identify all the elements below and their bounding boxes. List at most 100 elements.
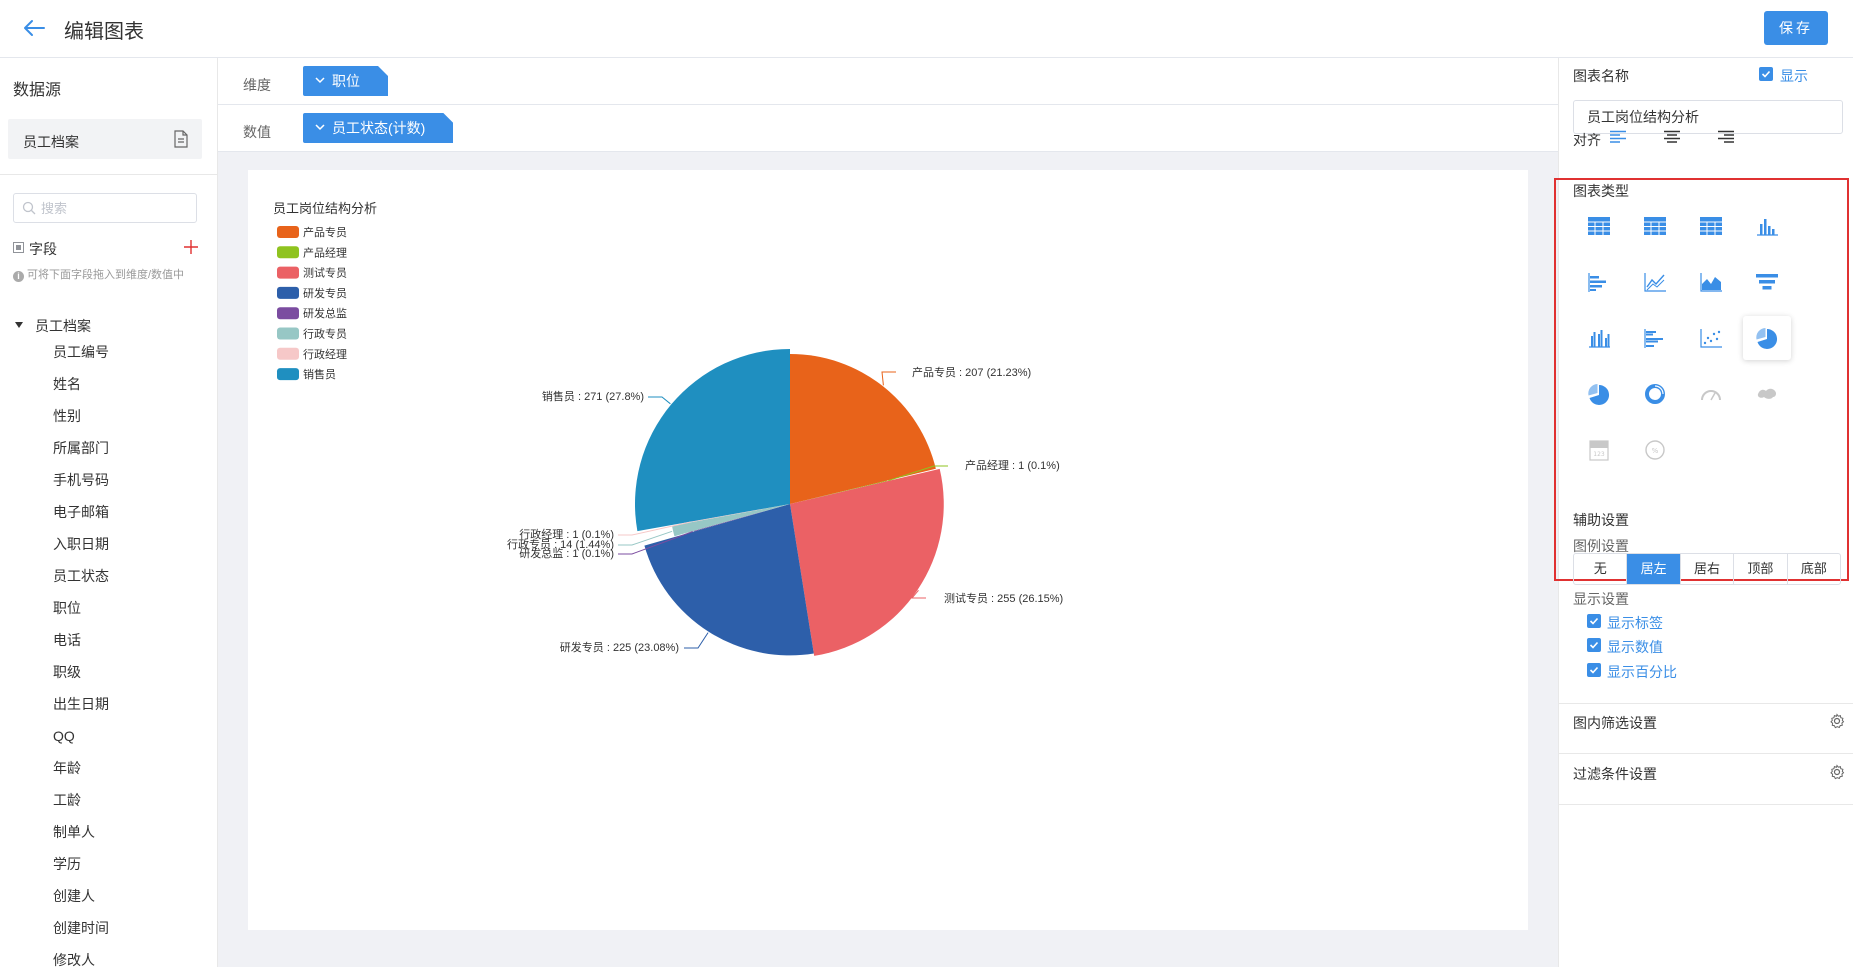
chevron-down-icon[interactable]: [315, 123, 325, 131]
chart-type-donut-chart-icon[interactable]: [1631, 372, 1679, 416]
chart-name-input[interactable]: [1573, 100, 1843, 134]
leader-line: [618, 530, 673, 546]
chart-type-grouped-bar-icon[interactable]: [1575, 316, 1623, 360]
chart-type-horizontal-bar-icon[interactable]: [1575, 260, 1623, 304]
datasource-item-label: 员工档案: [23, 134, 79, 150]
show-label-checkbox[interactable]: [1587, 614, 1601, 628]
legend-option-top[interactable]: 顶部: [1734, 554, 1788, 584]
gear-icon[interactable]: [1829, 713, 1845, 729]
show-label-option[interactable]: 显示标签: [1607, 615, 1663, 631]
field-item[interactable]: 制单人: [53, 824, 95, 840]
legend-swatch: [277, 226, 299, 238]
pie-slice: [790, 353, 936, 504]
chart-type-table-icon[interactable]: [1687, 204, 1735, 248]
legend-label: 研发总监: [303, 306, 347, 320]
chart-type-number-card-icon[interactable]: 123: [1575, 428, 1623, 472]
table-icon: [1644, 217, 1666, 235]
plus-icon[interactable]: [183, 239, 199, 255]
data-label: 产品经理 : 1 (0.1%): [965, 458, 1060, 472]
show-title-label[interactable]: 显示: [1780, 68, 1808, 84]
field-item[interactable]: 创建时间: [53, 920, 109, 936]
field-item[interactable]: 职级: [53, 664, 81, 680]
back-arrow-icon[interactable]: [20, 14, 48, 42]
legend-label: 行政专员: [303, 327, 347, 341]
field-item[interactable]: 性别: [53, 408, 81, 424]
number-card-icon: 123: [1589, 440, 1609, 461]
chart-type-pie-chart-icon[interactable]: [1743, 316, 1791, 360]
save-button[interactable]: 保存: [1764, 11, 1828, 45]
chevron-down-icon[interactable]: [315, 76, 325, 84]
leader-line: [910, 589, 926, 599]
search-input[interactable]: [41, 199, 191, 217]
gear-icon[interactable]: [1829, 764, 1845, 780]
align-right-icon[interactable]: [1717, 130, 1735, 144]
svg-text:%: %: [1652, 447, 1659, 455]
display-settings-label: 显示设置: [1573, 591, 1629, 607]
field-item[interactable]: 职位: [53, 600, 81, 616]
legend-swatch: [277, 246, 299, 259]
chart-type-pie-chart-icon[interactable]: [1575, 372, 1623, 416]
legend-option-left[interactable]: 居左: [1627, 554, 1681, 584]
pie-chart-icon: [1756, 328, 1778, 349]
chart-type-table-icon[interactable]: [1575, 204, 1623, 248]
chart-type-grouped-horizontal-bar-icon[interactable]: [1631, 316, 1679, 360]
legend-label: 测试专员: [303, 266, 347, 280]
field-item[interactable]: 电话: [53, 632, 81, 648]
chart-type-funnel-icon[interactable]: [1743, 260, 1791, 304]
legend-option-right[interactable]: 居右: [1681, 554, 1735, 584]
show-value-option[interactable]: 显示数值: [1607, 639, 1663, 655]
pie-slice: [691, 504, 790, 523]
align-center-icon[interactable]: [1663, 130, 1681, 144]
show-percent-option[interactable]: 显示百分比: [1607, 664, 1677, 680]
field-item[interactable]: 学历: [53, 856, 81, 872]
show-percent-checkbox[interactable]: [1587, 663, 1601, 677]
field-item[interactable]: 电子邮箱: [53, 504, 109, 520]
data-label: 销售员 : 271 (27.8%): [542, 389, 644, 403]
leader-line: [618, 521, 691, 536]
field-item[interactable]: 年龄: [53, 760, 81, 776]
chart-type-line-chart-icon[interactable]: [1631, 260, 1679, 304]
show-title-checkbox[interactable]: [1759, 67, 1773, 81]
value-pill[interactable]: 员工状态(计数): [303, 113, 453, 143]
legend-settings-label: 图例设置: [1573, 538, 1629, 554]
legend-option-none[interactable]: 无: [1574, 554, 1628, 584]
chart-type-percent-dial-icon[interactable]: %: [1631, 428, 1679, 472]
pie-slice: [790, 480, 888, 504]
field-item[interactable]: 员工编号: [53, 344, 109, 360]
field-item[interactable]: 姓名: [53, 376, 81, 392]
tree-root-label: 员工档案: [35, 318, 91, 334]
pie-slice: [671, 504, 790, 537]
settings-panel: 图表名称 显示 对齐 图表类型 123% 辅助设置 图例设置 无 居左 居右 顶…: [1554, 58, 1853, 967]
chart-type-area-chart-icon[interactable]: [1687, 260, 1735, 304]
datasource-item[interactable]: 员工档案: [8, 119, 202, 159]
field-item[interactable]: 工龄: [53, 792, 81, 808]
field-item[interactable]: QQ: [53, 728, 75, 744]
field-item[interactable]: 手机号码: [53, 472, 109, 488]
field-header: 字段: [13, 239, 199, 257]
field-item[interactable]: 修改人: [53, 952, 95, 967]
field-item[interactable]: 员工状态: [53, 568, 109, 584]
chart-type-gauge-icon[interactable]: [1687, 372, 1735, 416]
dimension-row: 维度 职位: [218, 58, 1558, 105]
align-left-icon[interactable]: [1609, 130, 1627, 144]
chart-type-label: 图表类型: [1573, 183, 1629, 199]
datasource-title: 数据源: [13, 82, 62, 99]
chart-type-scatter-icon[interactable]: [1687, 316, 1735, 360]
field-item[interactable]: 创建人: [53, 888, 95, 904]
caret-down-icon[interactable]: [15, 322, 23, 328]
legend-label: 产品专员: [303, 225, 347, 239]
pie-chart: 员工岗位结构分析产品专员产品经理测试专员研发专员研发总监行政专员行政经理销售员产…: [273, 201, 1063, 656]
pie-slice: [644, 504, 814, 656]
chart-type-map-icon[interactable]: [1743, 372, 1791, 416]
field-search-box[interactable]: [13, 193, 197, 223]
dimension-pill[interactable]: 职位: [303, 66, 388, 96]
field-item[interactable]: 出生日期: [53, 696, 109, 712]
chart-type-table-icon[interactable]: [1631, 204, 1679, 248]
legend-option-bottom[interactable]: 底部: [1800, 561, 1827, 576]
file-edit-icon[interactable]: [173, 130, 189, 148]
show-value-checkbox[interactable]: [1587, 638, 1601, 652]
chart-type-bar-chart-icon[interactable]: [1743, 204, 1791, 248]
field-item[interactable]: 所属部门: [53, 440, 109, 456]
field-item[interactable]: 入职日期: [53, 536, 109, 552]
pie-slice: [693, 504, 790, 532]
